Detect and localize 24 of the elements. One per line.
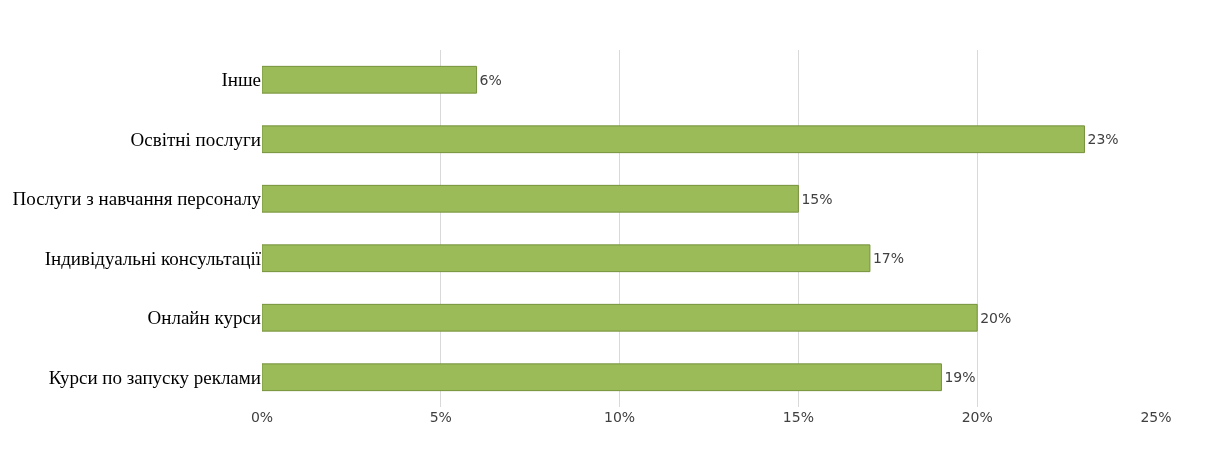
- bar: [262, 65, 478, 94]
- x-tick-label: 20%: [961, 409, 993, 425]
- x-tick-label: 25%: [1140, 409, 1172, 425]
- bar: [262, 125, 1085, 154]
- bar: [262, 363, 942, 392]
- data-label: 20%: [980, 309, 1012, 326]
- bar: [262, 184, 799, 213]
- x-tick-label: 10%: [604, 409, 636, 425]
- data-label: 19%: [944, 369, 976, 386]
- x-tick-label: 15%: [782, 409, 814, 425]
- y-tick-label: Курси по запуску реклами: [48, 366, 261, 388]
- data-label: 15%: [801, 190, 833, 207]
- y-tick-label: Інше: [221, 69, 261, 91]
- x-tick-label: 0%: [250, 409, 274, 425]
- data-label: 23%: [1087, 131, 1119, 148]
- y-tick-label: Послуги з навчання персоналу: [12, 188, 262, 210]
- bar: [262, 303, 978, 332]
- y-tick-label: Освітні послуги: [130, 128, 261, 150]
- data-label: 6%: [479, 71, 502, 88]
- data-label: 17%: [872, 250, 905, 267]
- x-tick-label: 5%: [429, 409, 452, 425]
- y-tick-label: Індивідуальні консультації: [44, 247, 262, 269]
- y-tick-label: Онлайн курси: [147, 307, 261, 329]
- bar: [262, 244, 871, 273]
